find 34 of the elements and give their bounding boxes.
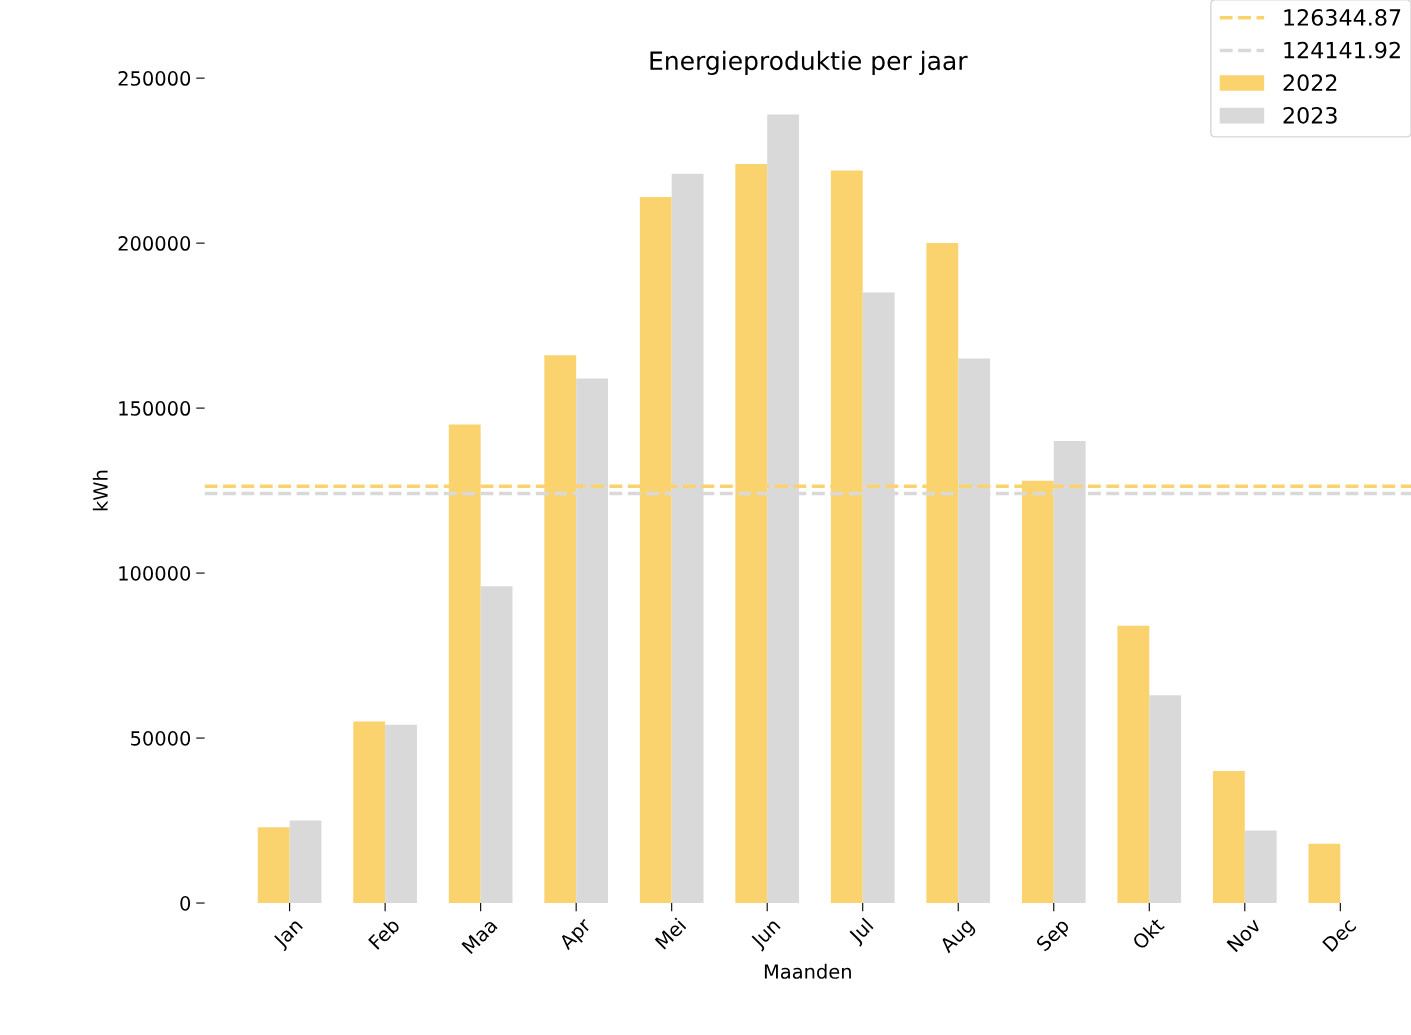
- x-tick-label: Jan: [272, 917, 306, 952]
- y-axis-title: kWh: [92, 470, 108, 511]
- legend-label: 124141.92: [1284, 41, 1400, 59]
- x-tick-label: Maa: [461, 917, 498, 955]
- y-tick-label: 150000: [119, 401, 191, 416]
- bar: [1212, 771, 1245, 904]
- bar: [1308, 843, 1341, 904]
- y-tick-label: 50000: [131, 731, 191, 746]
- x-tick-label: Feb: [367, 916, 401, 950]
- bar: [289, 820, 322, 904]
- bar: [1117, 625, 1150, 904]
- legend-label: 2022: [1283, 74, 1337, 92]
- x-tick-label: Okt: [1131, 916, 1166, 951]
- bar: [353, 721, 386, 904]
- chart-title: Energieproduktie per jaar: [650, 50, 968, 76]
- legend-label: 126344.87: [1284, 9, 1401, 26]
- y-tick-label: 250000: [118, 71, 191, 86]
- x-tick-label: Jul: [847, 917, 877, 947]
- bar: [1244, 830, 1277, 904]
- y-tick-label: 0: [180, 895, 191, 911]
- x-tick-label: Dec: [1322, 917, 1357, 953]
- x-tick-label: Apr: [558, 916, 595, 954]
- x-tick-label: Sep: [1035, 917, 1073, 955]
- bar: [1149, 695, 1182, 904]
- y-tick-label: 100000: [119, 566, 191, 581]
- x-tick-label: Jun: [749, 917, 784, 952]
- x-tick-label: Nov: [1226, 917, 1262, 953]
- bar: [385, 724, 417, 904]
- x-axis-title: Maanden: [764, 963, 851, 979]
- x-tick-label: Mei: [654, 917, 687, 950]
- y-tick-label: 200000: [118, 236, 191, 251]
- bar: [480, 586, 513, 904]
- legend-label: 2023: [1283, 106, 1337, 124]
- bar: [257, 827, 290, 904]
